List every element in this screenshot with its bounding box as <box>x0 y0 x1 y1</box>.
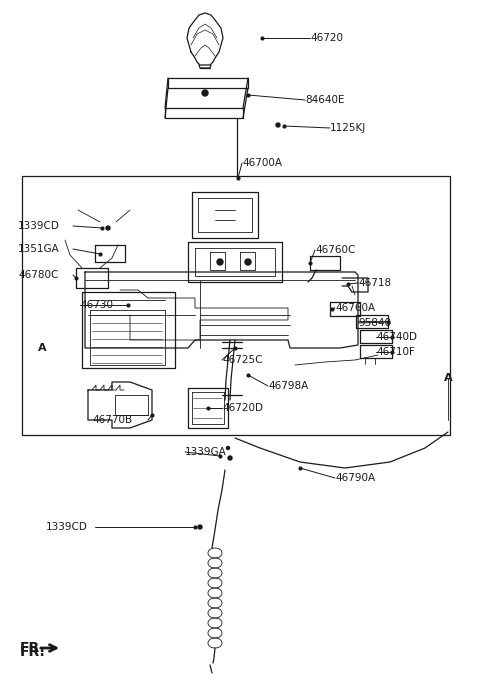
Text: 95840: 95840 <box>358 318 391 328</box>
Text: 46760C: 46760C <box>315 245 355 255</box>
Circle shape <box>245 259 251 265</box>
Circle shape <box>227 447 229 450</box>
Text: FR.: FR. <box>20 641 46 655</box>
Text: 46790A: 46790A <box>335 473 375 483</box>
Circle shape <box>217 259 223 265</box>
Text: 46780C: 46780C <box>18 270 59 280</box>
Text: 46798A: 46798A <box>268 381 308 391</box>
Text: 1351GA: 1351GA <box>18 244 60 254</box>
Text: 1339GA: 1339GA <box>185 447 227 457</box>
Text: 1339CD: 1339CD <box>46 522 88 532</box>
Text: 46740D: 46740D <box>376 332 417 342</box>
Bar <box>22 176 450 435</box>
Text: 84640E: 84640E <box>305 95 345 105</box>
Text: 46718: 46718 <box>358 278 391 288</box>
Circle shape <box>202 90 208 96</box>
Text: 46700A: 46700A <box>242 158 282 168</box>
Text: 46720: 46720 <box>310 33 343 43</box>
Text: 46725C: 46725C <box>222 355 263 365</box>
Circle shape <box>276 123 280 127</box>
Text: 46730: 46730 <box>80 300 113 310</box>
Text: 46760A: 46760A <box>335 303 375 313</box>
Text: A: A <box>38 343 46 353</box>
Text: 1125KJ: 1125KJ <box>330 123 366 133</box>
Circle shape <box>198 525 202 529</box>
Text: FR.: FR. <box>20 645 46 659</box>
Text: 46720D: 46720D <box>222 403 263 413</box>
Circle shape <box>228 456 232 460</box>
Text: 1339CD: 1339CD <box>18 221 60 231</box>
Circle shape <box>106 226 110 230</box>
Text: 46770B: 46770B <box>92 415 132 425</box>
Text: 46710F: 46710F <box>376 347 415 357</box>
Text: A: A <box>444 373 452 383</box>
